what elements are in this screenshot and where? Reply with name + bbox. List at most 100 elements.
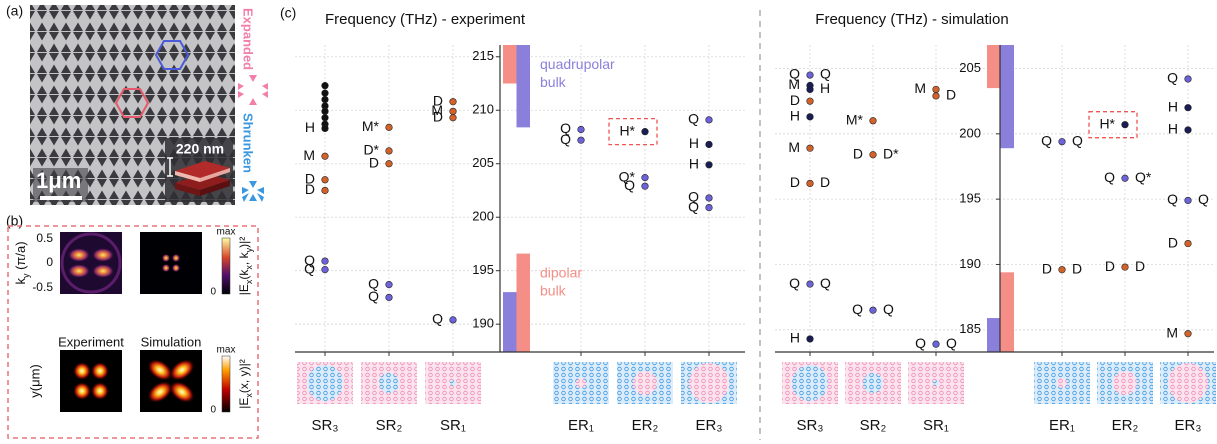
- y-tick-label: 195: [959, 191, 981, 206]
- mode-label: D*: [883, 145, 899, 161]
- mode-label: Q: [883, 301, 894, 317]
- text-part: |E: [237, 398, 251, 409]
- mode-label: Q: [368, 275, 379, 291]
- mode-label: D: [433, 92, 443, 108]
- y-tick-label: 185: [959, 321, 981, 336]
- mode-label: D: [946, 87, 956, 103]
- colorbar: [221, 355, 231, 413]
- frequency-point: [1184, 196, 1192, 205]
- text-part: (k: [237, 269, 251, 280]
- y-tick-label: 190: [472, 316, 494, 331]
- mode-label: Q: [1041, 132, 1052, 148]
- frequency-point: [321, 152, 329, 160]
- mode-label: Q: [789, 66, 800, 82]
- frequency-point: [577, 136, 585, 144]
- frequency-point: [321, 89, 329, 97]
- frequency-point: [705, 203, 713, 212]
- heatmap-k-simulation: [140, 232, 202, 294]
- chart-title: Frequency (THz) - simulation: [815, 11, 1008, 28]
- frequency-point: [705, 116, 713, 124]
- frequency-point: [705, 140, 713, 149]
- mode-label: Q: [1072, 132, 1083, 148]
- x-tick-label: ER₂: [632, 417, 659, 434]
- text-part: , k: [237, 251, 251, 265]
- y-tick-label: 195: [472, 262, 494, 277]
- frequency-point: [932, 85, 940, 94]
- panel-label: (a): [6, 3, 23, 19]
- mode-label: D: [790, 92, 800, 108]
- frequency-point: [385, 160, 393, 168]
- colorbar: [221, 237, 231, 295]
- mode-label: Q: [852, 301, 863, 317]
- lattice-domain: [450, 380, 456, 386]
- frequency-point: [806, 179, 814, 188]
- text-part: x: [244, 393, 254, 398]
- text-part: y: [244, 247, 254, 252]
- text-part: (x, y)|²: [237, 359, 251, 393]
- frequency-point: [321, 186, 329, 195]
- x-tick-label: ER₃: [1175, 417, 1202, 434]
- mode-label: Q: [368, 288, 379, 304]
- frequency-point: [449, 316, 457, 324]
- chart-title: Frequency (THz) - experiment: [325, 11, 526, 28]
- band-label: dipolar bulk: [540, 264, 582, 298]
- frequency-point: [385, 293, 393, 302]
- expanded-label: Expanded: [241, 8, 256, 70]
- lattice-domain: [1168, 363, 1208, 403]
- frequency-point: [806, 97, 814, 105]
- mode-label: H: [689, 156, 699, 172]
- mode-label: H: [1168, 98, 1178, 114]
- frequency-point: [385, 281, 393, 289]
- frequency-point: [449, 114, 457, 122]
- colorbar-label: |Ex(x, y)|²: [237, 359, 254, 408]
- band-label-line: bulk: [540, 282, 567, 298]
- mode-label: D: [1168, 234, 1178, 250]
- band-label-line: quadrupolar: [540, 56, 615, 72]
- x-tick-label: SR₃: [797, 417, 824, 434]
- colorbar-min: 0: [210, 287, 216, 298]
- k-axis-label: ky (π/a): [13, 241, 31, 284]
- frequency-point: [1121, 263, 1129, 271]
- sem-image: [30, 5, 235, 205]
- bulk-band: [516, 45, 530, 128]
- mode-label: H*: [1099, 115, 1115, 131]
- frequency-point: [869, 306, 877, 314]
- frequency-point: [321, 266, 329, 274]
- mode-label: H: [689, 135, 699, 151]
- lattice-domain: [1113, 371, 1137, 395]
- mode-label: Q: [946, 335, 957, 351]
- frequency-point: [577, 125, 585, 134]
- mode-label: Q: [304, 252, 315, 268]
- frequency-point: [321, 257, 329, 265]
- band-label: quadrupolar bulk: [540, 56, 615, 90]
- mode-label: D: [1072, 260, 1082, 276]
- mode-label: Q: [789, 275, 800, 291]
- lattice-domain: [933, 380, 939, 386]
- heatmap-r-experiment: [60, 350, 122, 412]
- mode-label: D: [820, 174, 830, 190]
- frequency-point: [641, 128, 649, 136]
- mode-label: H: [790, 108, 800, 124]
- frequency-point: [321, 114, 329, 122]
- frequency-point: [1184, 75, 1192, 83]
- colorbar-label: |Ex(kx, ky)|²: [237, 237, 254, 295]
- k-tick-label: -0.5: [32, 280, 53, 294]
- frequency-point: [321, 107, 329, 115]
- colorbar-min: 0: [210, 405, 216, 416]
- y-tick-label: 200: [959, 125, 981, 140]
- lattice-domain: [1057, 378, 1067, 388]
- lattice-domain: [576, 378, 586, 388]
- panel-label: (b): [6, 213, 23, 229]
- mode-label: D: [305, 181, 315, 197]
- mode-label: Q: [624, 177, 635, 193]
- y-tick-label: 200: [472, 209, 494, 224]
- shrunken-icon: [242, 181, 264, 202]
- x-tick-label: ER₁: [1049, 417, 1075, 434]
- frequency-point: [806, 144, 814, 152]
- frequency-point: [1058, 138, 1066, 146]
- frequency-point: [641, 174, 649, 182]
- mode-label: H: [305, 119, 315, 135]
- frequency-point: [705, 161, 713, 169]
- frequency-point: [321, 176, 329, 184]
